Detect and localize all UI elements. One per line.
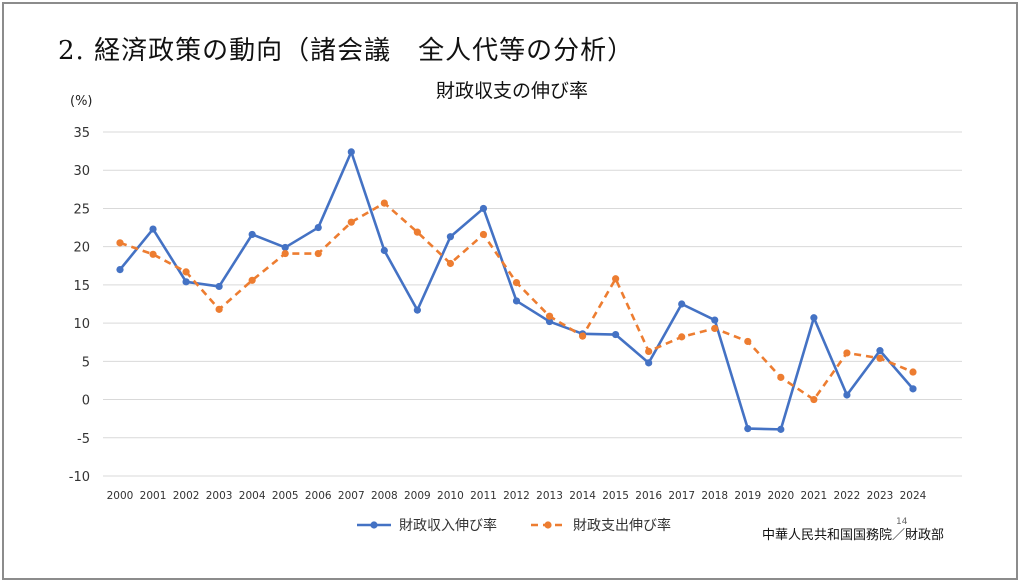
slide-title: 2. 経済政策の動向（諸会議 全人代等の分析）: [58, 36, 635, 66]
y-tick-label: -5: [77, 432, 90, 447]
x-tick-label: 2008: [371, 490, 398, 502]
data-point-series-1: [149, 225, 157, 233]
data-point-series-2: [479, 230, 488, 239]
data-point-series-2: [446, 259, 455, 268]
x-tick-label: 2024: [900, 490, 927, 502]
x-tick-label: 2003: [206, 490, 233, 502]
data-point-series-2: [512, 278, 521, 287]
data-point-series-2: [678, 333, 686, 341]
data-point-series-2: [909, 368, 917, 376]
y-axis-unit: (%): [70, 94, 93, 109]
data-point-series-2: [810, 395, 818, 404]
data-point-series-1: [281, 243, 289, 252]
data-point-series-2: [843, 349, 851, 357]
page-number: 14: [896, 517, 908, 527]
x-tick-label: 2002: [173, 490, 200, 502]
x-tick-label: 2013: [536, 490, 563, 502]
data-point-series-1: [248, 230, 256, 239]
y-tick-label: 10: [73, 317, 90, 332]
x-tick-label: 2015: [602, 490, 629, 502]
x-tick-label: 2021: [801, 490, 828, 502]
legend-marker-2: [544, 521, 552, 529]
data-point-series-2: [248, 276, 256, 284]
data-point-series-2: [281, 249, 289, 258]
data-point-series-1: [413, 306, 421, 314]
y-tick-label: 30: [73, 164, 90, 179]
x-tick-label: 2018: [701, 490, 728, 502]
x-tick-label: 2012: [503, 490, 530, 502]
x-tick-label: 2010: [437, 490, 464, 502]
slide-frame: [2, 2, 1018, 580]
y-tick-label: 20: [73, 241, 90, 256]
data-point-series-2: [612, 275, 620, 283]
legend-label-1: 財政収入伸び率: [399, 517, 497, 534]
data-point-series-2: [314, 249, 322, 258]
data-point-series-2: [347, 218, 355, 226]
data-point-series-1: [612, 330, 620, 339]
x-tick-label: 2006: [305, 490, 332, 502]
x-tick-label: 2014: [569, 490, 596, 502]
data-point-series-1: [215, 282, 223, 291]
data-point-series-2: [777, 373, 785, 381]
data-point-series-1: [711, 316, 719, 324]
data-point-series-2: [413, 228, 421, 236]
data-point-series-2: [380, 199, 388, 207]
data-point-series-1: [182, 278, 190, 286]
data-point-series-2: [182, 268, 190, 276]
data-point-series-2: [744, 337, 752, 346]
x-tick-label: 2011: [470, 490, 497, 502]
y-tick-label: -10: [69, 470, 90, 485]
x-tick-label: 2001: [140, 490, 167, 502]
data-point-series-2: [578, 332, 587, 340]
data-point-series-1: [347, 148, 355, 156]
data-point-series-1: [645, 359, 653, 367]
source-note: 中華人民共和国国務院／財政部: [762, 528, 945, 543]
legend-marker-1: [370, 521, 378, 529]
data-point-series-2: [149, 250, 157, 258]
data-point-series-2: [116, 239, 124, 247]
data-point-series-1: [380, 246, 388, 255]
data-point-series-1: [446, 233, 455, 241]
y-tick-label: 25: [73, 202, 90, 217]
x-tick-label: 2009: [404, 490, 431, 502]
data-point-series-2: [545, 312, 554, 320]
x-tick-label: 2005: [272, 490, 299, 502]
data-point-series-1: [777, 425, 785, 433]
data-point-series-1: [744, 425, 752, 433]
data-point-series-1: [909, 385, 917, 393]
x-tick-label: 2022: [834, 490, 861, 502]
x-tick-label: 2020: [767, 490, 794, 502]
legend-label-2: 財政支出伸び率: [573, 517, 671, 534]
data-point-series-1: [545, 317, 554, 326]
data-point-series-2: [876, 354, 884, 362]
data-point-series-1: [810, 314, 818, 322]
chart-title: 財政収支の伸び率: [435, 80, 588, 102]
data-point-series-1: [512, 297, 521, 305]
y-tick-label: 5: [82, 355, 90, 370]
x-tick-label: 2016: [635, 490, 662, 502]
y-tick-label: 0: [82, 394, 90, 409]
x-tick-label: 2017: [668, 490, 695, 502]
data-point-series-2: [711, 324, 719, 333]
y-tick-label: 35: [73, 126, 90, 141]
x-tick-label: 2023: [867, 490, 894, 502]
data-point-series-1: [843, 391, 851, 399]
data-point-series-2: [215, 305, 223, 313]
x-tick-label: 2019: [734, 490, 761, 502]
data-point-series-1: [678, 300, 686, 308]
x-tick-label: 2004: [239, 490, 266, 502]
data-point-series-1: [876, 347, 884, 355]
x-tick-label: 2007: [338, 490, 365, 502]
data-point-series-1: [479, 204, 488, 213]
x-tick-label: 2000: [107, 490, 134, 502]
data-point-series-1: [314, 223, 322, 232]
data-point-series-1: [116, 266, 124, 274]
y-tick-label: 15: [73, 279, 90, 294]
data-point-series-2: [645, 347, 653, 355]
